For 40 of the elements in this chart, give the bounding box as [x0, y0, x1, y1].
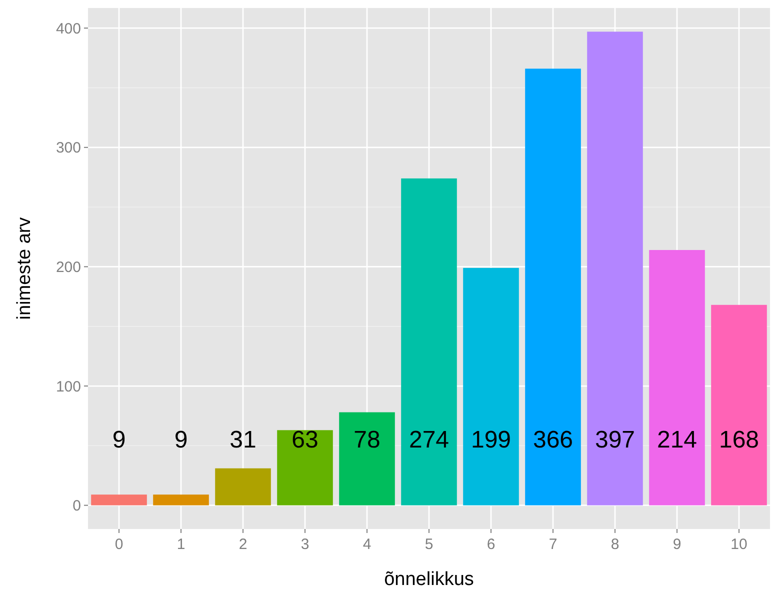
data-label: 9	[112, 426, 126, 454]
x-axis-title: õnnelikkus	[384, 569, 474, 590]
bar	[153, 494, 209, 506]
x-tick-label: 0	[114, 536, 124, 553]
x-tick-label: 6	[486, 536, 496, 553]
y-axis-title: inimeste arv	[14, 216, 35, 320]
x-tick-label: 5	[424, 536, 434, 553]
y-tick-label: 400	[56, 20, 81, 38]
data-label: 168	[718, 426, 760, 454]
data-label: 366	[532, 426, 574, 454]
bar	[649, 250, 705, 506]
data-label: 9	[174, 426, 188, 454]
y-tick-label: 300	[56, 140, 81, 157]
x-tick-label: 8	[610, 536, 620, 553]
bar	[711, 304, 767, 506]
x-tick-label: 7	[548, 536, 558, 553]
bar	[463, 268, 519, 506]
bar	[277, 430, 333, 506]
bar	[525, 68, 581, 506]
bar	[215, 468, 271, 506]
data-label: 397	[594, 426, 636, 454]
data-label: 63	[292, 426, 318, 454]
y-tick-label: 200	[56, 258, 81, 276]
x-tick-label: 9	[672, 536, 682, 553]
x-tick-label: 10	[730, 536, 748, 553]
x-tick-label: 3	[300, 536, 310, 553]
y-tick-label: 0	[72, 498, 81, 515]
data-label: 274	[408, 426, 450, 454]
x-tick-label: 4	[362, 536, 372, 553]
data-label: 214	[656, 426, 698, 454]
x-tick-label: 1	[176, 536, 186, 553]
data-label: 78	[354, 426, 380, 454]
x-tick-label: 2	[238, 536, 248, 553]
bar	[91, 494, 147, 506]
y-tick-label: 100	[56, 378, 81, 396]
bar	[587, 32, 643, 506]
bar	[401, 178, 457, 506]
bar	[339, 412, 395, 506]
data-label: 199	[470, 426, 512, 454]
data-label: 31	[230, 426, 256, 454]
